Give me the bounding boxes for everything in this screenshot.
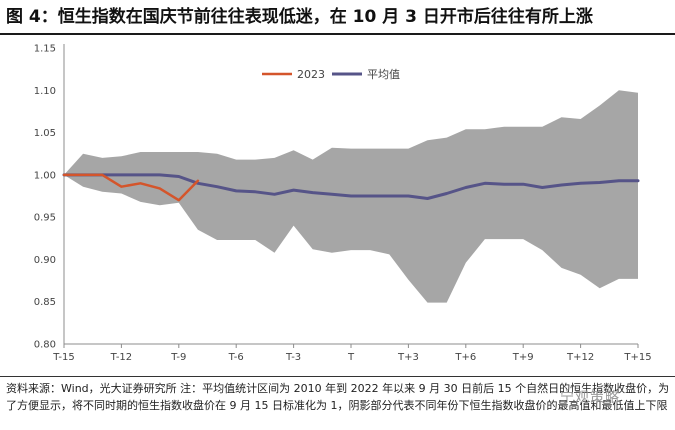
x-tick-label: T-6 [228, 352, 244, 363]
y-tick-label: 1.10 [34, 86, 56, 97]
y-tick-label: 0.85 [34, 297, 56, 308]
x-tick-label: T-9 [170, 352, 186, 363]
legend-label-average: 平均值 [367, 68, 400, 81]
y-tick-label: 0.90 [34, 255, 56, 266]
series-2023-line [62, 173, 200, 202]
x-tick-labels: T-15 T-12 T-9 T-6 T-3 T T+3 T+6 T+9 T+12 T+15 [52, 344, 652, 363]
x-tick-label: T+15 [623, 352, 651, 363]
y-tick-label: 1.15 [34, 44, 56, 55]
x-tick-label: T+6 [454, 352, 476, 363]
y-tick-label: 1.00 [34, 170, 56, 181]
x-tick-label: T+9 [512, 352, 534, 363]
x-tick-label: T-15 [52, 352, 75, 363]
source-note: 资料来源：Wind，光大证券研究所 注：平均值统计区间为 2010 年到 202… [6, 382, 670, 412]
series-average-line [62, 173, 640, 200]
x-tick-label: T [347, 352, 355, 363]
line-chart: 0.800.850.900.951.001.051.101.15 T-15 T-1… [34, 44, 652, 364]
x-tick-label: T-3 [285, 352, 301, 363]
plot-area [62, 44, 640, 345]
y-tick-label: 0.80 [34, 340, 56, 351]
y-tick-labels: 0.80 0.85 0.90 0.95 1.00 1.05 1.10 1.15 [34, 44, 56, 351]
figure-title: 图 4：恒生指数在国庆节前往往表现低迷，在 10 月 3 日开市后往往有所上涨 [6, 7, 593, 27]
x-tick-label: T+12 [566, 352, 594, 363]
title-divider [0, 33, 675, 35]
y-tick-label: 1.05 [34, 128, 56, 139]
x-tick-label: T-12 [110, 352, 133, 363]
y-tick-label: 0.95 [34, 213, 56, 224]
legend: 2023 平均值 [262, 68, 400, 81]
legend-label-2023: 2023 [297, 68, 325, 81]
watermark: 宁观策略 [560, 390, 620, 406]
x-tick-label: T+3 [397, 352, 419, 363]
source-divider [0, 376, 675, 377]
